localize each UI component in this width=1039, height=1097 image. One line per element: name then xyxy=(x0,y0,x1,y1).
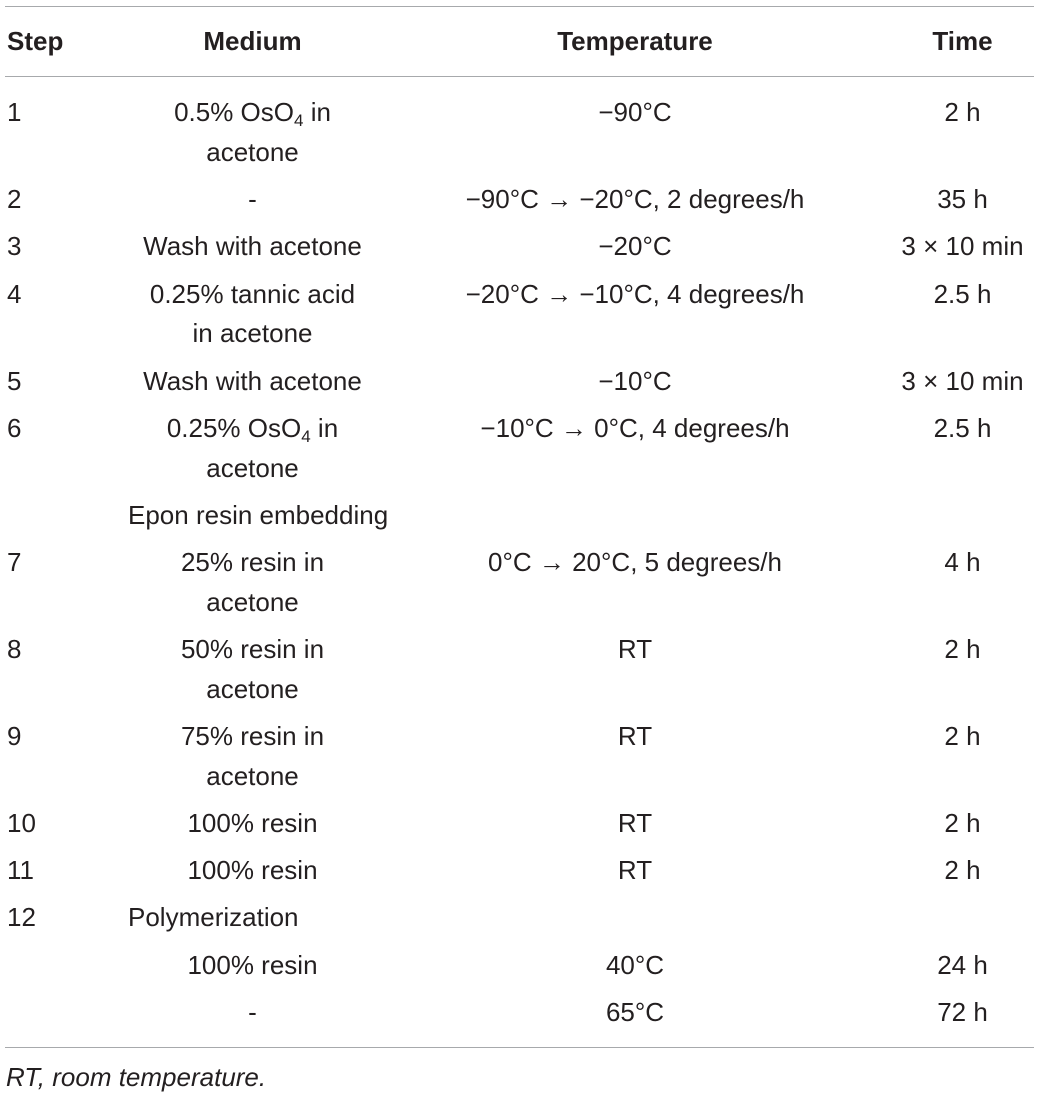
header-medium: Medium xyxy=(203,26,302,56)
time-cell: 72 h xyxy=(937,997,988,1027)
temperature-cell: RT xyxy=(617,808,653,838)
medium-cell-line2: in acetone xyxy=(192,318,313,348)
temperature-cell: −90°C → −20°C, 2 degrees/h xyxy=(465,184,805,214)
step-cell: 3 xyxy=(7,231,22,261)
medium-cell: 0.25% OsO4 in xyxy=(166,413,339,446)
medium-cell: 0.25% tannic acid xyxy=(149,279,356,309)
medium-cell-line2: acetone xyxy=(206,137,299,167)
temperature-cell: −20°C → −10°C, 4 degrees/h xyxy=(465,279,805,309)
step-cell: 5 xyxy=(7,366,22,396)
time-cell: 2.5 h xyxy=(933,279,992,309)
table-bottom-rule xyxy=(5,1047,1034,1048)
time-cell: 2 h xyxy=(944,721,981,751)
medium-cell: - xyxy=(248,184,257,214)
medium-cell: 50% resin in xyxy=(180,634,325,664)
medium-cell-line2: acetone xyxy=(206,453,299,483)
time-cell: 4 h xyxy=(944,547,981,577)
medium-cell-line2: acetone xyxy=(206,761,299,791)
time-cell: 2 h xyxy=(944,634,981,664)
medium-cell-line2: acetone xyxy=(206,674,299,704)
step-cell: 9 xyxy=(7,721,22,751)
time-cell: 3 × 10 min xyxy=(901,231,1024,261)
temperature-cell: RT xyxy=(617,721,653,751)
medium-cell: 100% resin xyxy=(187,855,318,885)
step-cell: 1 xyxy=(7,97,22,127)
medium-cell: Wash with acetone xyxy=(143,366,362,396)
time-cell: 2 h xyxy=(944,855,981,885)
header-step: Step xyxy=(7,26,64,56)
temperature-cell: 40°C xyxy=(605,950,665,980)
time-cell: 2.5 h xyxy=(933,413,992,443)
medium-cell: 100% resin xyxy=(187,808,318,838)
temperature-cell: −20°C xyxy=(598,231,672,261)
temperature-cell: RT xyxy=(617,634,653,664)
step-cell: 8 xyxy=(7,634,22,664)
medium-cell: 100% resin xyxy=(187,950,318,980)
table-header-rule xyxy=(5,76,1034,77)
medium-cell: - xyxy=(248,997,257,1027)
step-cell: 12 xyxy=(7,902,36,932)
time-cell: 2 h xyxy=(944,97,981,127)
step-cell: 6 xyxy=(7,413,22,443)
table-footnote: RT, room temperature. xyxy=(6,1062,267,1092)
time-cell: 3 × 10 min xyxy=(901,366,1024,396)
time-cell: 35 h xyxy=(937,184,988,214)
time-cell: 2 h xyxy=(944,808,981,838)
header-temperature: Temperature xyxy=(557,26,713,56)
header-time: Time xyxy=(932,26,993,56)
step-cell: 4 xyxy=(7,279,22,309)
temperature-cell: −10°C → 0°C, 4 degrees/h xyxy=(480,413,790,443)
time-cell: 24 h xyxy=(937,950,988,980)
temperature-cell: RT xyxy=(617,855,653,885)
section-heading: Polymerization xyxy=(128,902,299,932)
step-cell: 11 xyxy=(7,855,34,885)
medium-cell-line2: acetone xyxy=(206,587,299,617)
temperature-cell: 65°C xyxy=(605,997,665,1027)
step-cell: 7 xyxy=(7,547,22,577)
section-heading: Epon resin embedding xyxy=(128,500,389,530)
table-top-rule xyxy=(5,6,1034,7)
step-cell: 2 xyxy=(7,184,22,214)
medium-cell: 0.5% OsO4 in xyxy=(174,97,331,130)
temperature-cell: 0°C → 20°C, 5 degrees/h xyxy=(488,547,782,577)
medium-cell: 75% resin in xyxy=(180,721,325,751)
medium-cell: Wash with acetone xyxy=(143,231,362,261)
temperature-cell: −10°C xyxy=(598,366,672,396)
medium-cell: 25% resin in xyxy=(180,547,325,577)
temperature-cell: −90°C xyxy=(598,97,672,127)
step-cell: 10 xyxy=(7,808,36,838)
